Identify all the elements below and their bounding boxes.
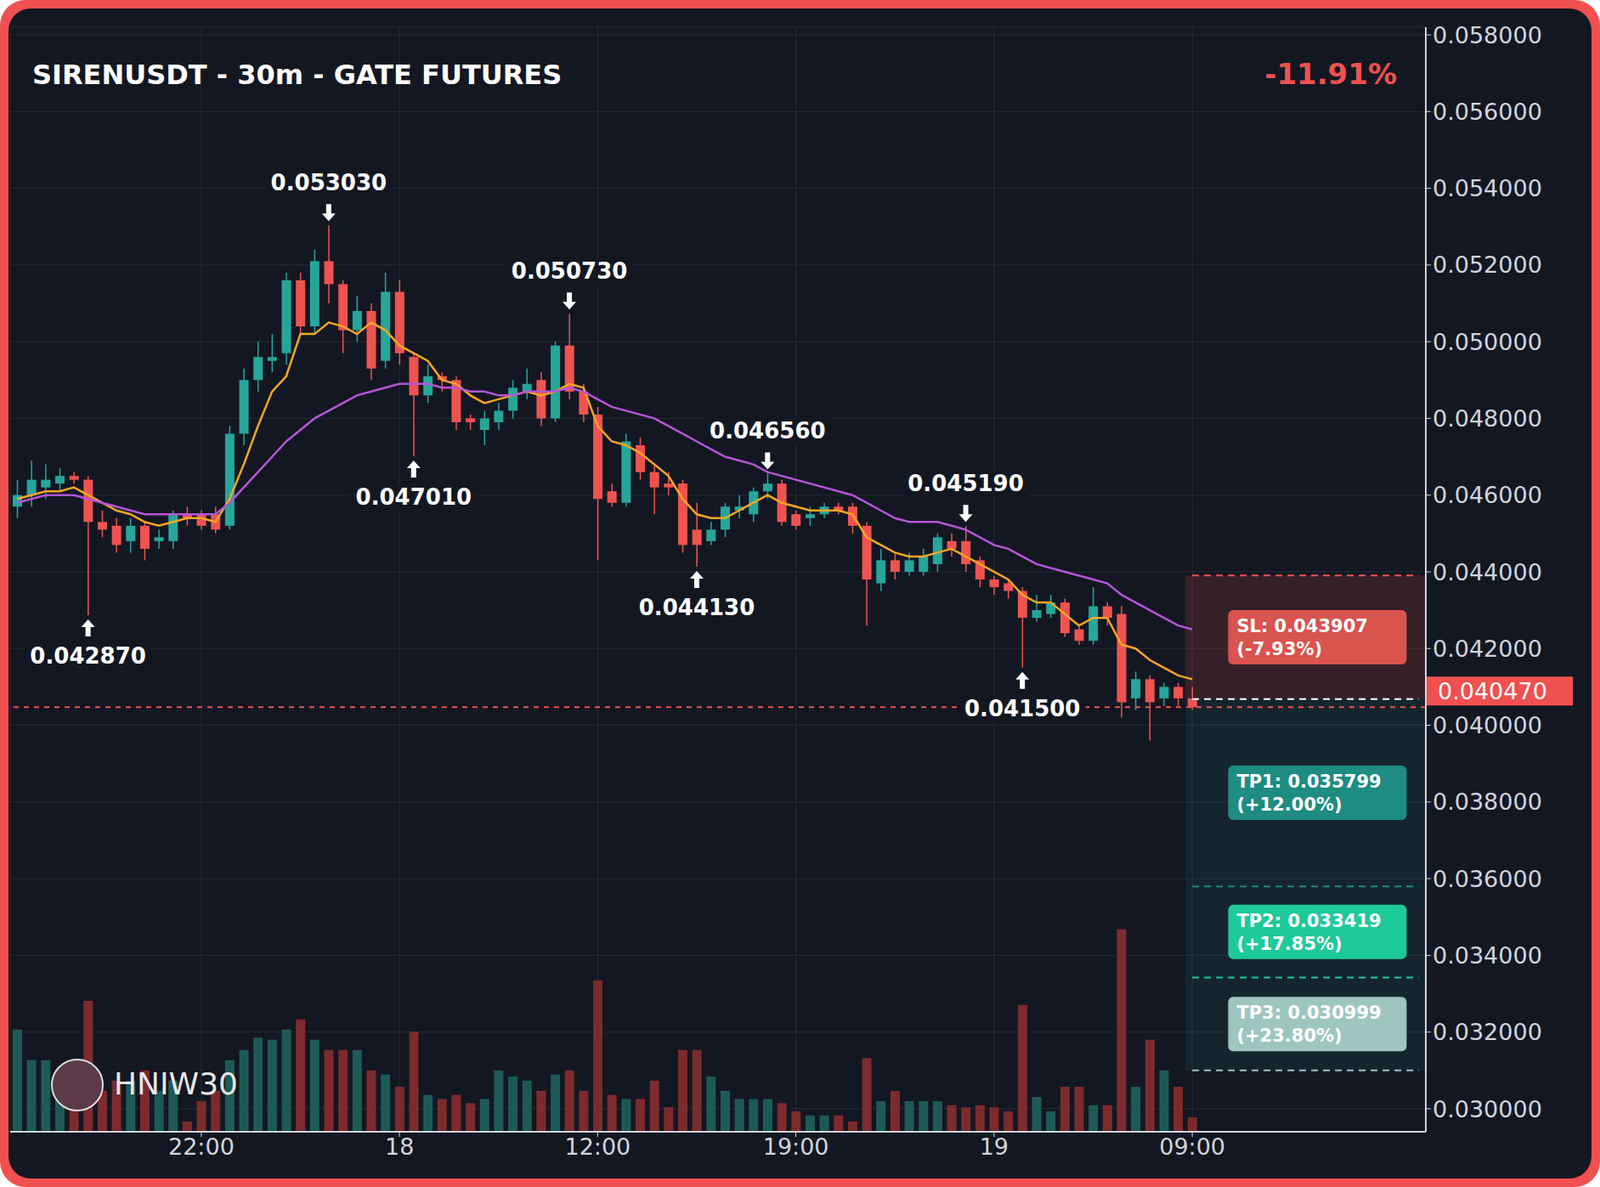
- svg-text:0.036000: 0.036000: [1432, 865, 1543, 893]
- svg-text:0.053030: 0.053030: [271, 169, 388, 196]
- svg-text:TP2: 0.033419: TP2: 0.033419: [1236, 910, 1381, 932]
- svg-text:0.054000: 0.054000: [1432, 175, 1543, 202]
- svg-text:SL: 0.043907: SL: 0.043907: [1236, 616, 1368, 637]
- svg-text:0.041500: 0.041500: [964, 695, 1081, 722]
- svg-text:TP1: 0.035799: TP1: 0.035799: [1236, 771, 1381, 792]
- svg-text:0.045190: 0.045190: [907, 470, 1024, 497]
- svg-text:(+23.80%): (+23.80%): [1236, 1025, 1342, 1046]
- svg-text:0.050000: 0.050000: [1432, 328, 1543, 356]
- svg-text:0.040470: 0.040470: [1437, 678, 1548, 705]
- svg-text:0.042870: 0.042870: [29, 643, 147, 669]
- svg-text:22:00: 22:00: [168, 1133, 235, 1160]
- svg-text:(+12.00%): (+12.00%): [1236, 794, 1342, 815]
- svg-text:0.032000: 0.032000: [1432, 1018, 1543, 1046]
- svg-text:0.038000: 0.038000: [1432, 788, 1543, 815]
- svg-text:0.034000: 0.034000: [1432, 942, 1543, 969]
- svg-text:18: 18: [384, 1133, 414, 1160]
- svg-text:0.040000: 0.040000: [1432, 712, 1543, 739]
- svg-text:12:00: 12:00: [564, 1133, 631, 1160]
- svg-text:0.056000: 0.056000: [1432, 98, 1543, 125]
- svg-text:0.030000: 0.030000: [1432, 1096, 1543, 1123]
- html-text:-11.91%: -11.91%: [1264, 56, 1397, 91]
- html-text:HNIW30: HNIW30: [113, 1066, 238, 1102]
- svg-text:0.042000: 0.042000: [1432, 635, 1543, 662]
- svg-text:0.047010: 0.047010: [356, 484, 473, 510]
- svg-text:19:00: 19:00: [763, 1133, 830, 1160]
- svg-text:0.048000: 0.048000: [1432, 405, 1543, 432]
- svg-text:0.050730: 0.050730: [511, 258, 628, 284]
- html-text:SIRENUSDT - 30m - GATE FUTURES: SIRENUSDT - 30m - GATE FUTURES: [32, 58, 562, 91]
- svg-text:09:00: 09:00: [1159, 1133, 1226, 1160]
- svg-text:TP3: 0.030999: TP3: 0.030999: [1236, 1002, 1381, 1024]
- svg-text:0.044130: 0.044130: [638, 594, 756, 621]
- svg-text:0.052000: 0.052000: [1432, 251, 1543, 278]
- svg-text:0.058000: 0.058000: [1432, 22, 1543, 49]
- svg-text:0.044000: 0.044000: [1432, 559, 1543, 586]
- svg-text:0.046000: 0.046000: [1432, 481, 1543, 509]
- svg-text:0.046560: 0.046560: [709, 418, 826, 444]
- svg-text:19: 19: [979, 1133, 1009, 1160]
- svg-text:(+17.85%): (+17.85%): [1236, 933, 1342, 955]
- svg-text:(-7.93%): (-7.93%): [1236, 638, 1323, 660]
